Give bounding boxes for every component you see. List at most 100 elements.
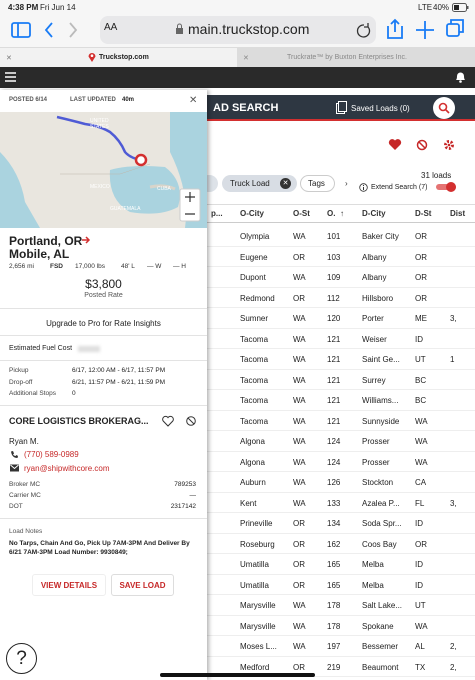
table-cell: 121 (327, 375, 341, 385)
bell-icon[interactable] (455, 71, 466, 83)
upgrade-link[interactable]: Upgrade to Pro for Rate Insights (46, 319, 161, 328)
search-button[interactable] (433, 97, 455, 119)
table-row[interactable] (207, 657, 475, 677)
table-row[interactable] (207, 390, 475, 411)
table-cell: 219 (327, 662, 341, 672)
table-cell: Melba (362, 580, 384, 590)
close-button[interactable]: ✕ (189, 95, 198, 106)
table-cell: 120 (327, 314, 341, 323)
phone-link[interactable]: (770) 589-0989 (24, 450, 79, 459)
tab-close[interactable]: ✕ (6, 55, 12, 62)
chips-next[interactable]: › (345, 179, 348, 188)
chip-remove[interactable]: ✕ (280, 178, 291, 189)
table-cell: 162 (327, 539, 341, 549)
filter-chip[interactable] (300, 175, 335, 192)
table-row[interactable] (207, 226, 475, 247)
menu-icon[interactable] (5, 72, 17, 82)
table-cell: OR (293, 539, 305, 549)
search-title: AD SEARCH (213, 102, 279, 114)
text-size-button[interactable]: AA (104, 22, 118, 33)
origin: Portland, OR (9, 234, 83, 248)
table-cell: 126 (327, 478, 341, 487)
table-cell: Marysville (240, 601, 276, 610)
table-cell: 121 (327, 355, 341, 364)
load-spec: — H (173, 263, 186, 270)
load-spec: FSD (50, 263, 63, 270)
table-row[interactable] (207, 247, 475, 267)
table-cell: CA (415, 478, 427, 487)
notes-label: Load Notes (9, 528, 43, 535)
save-load-button[interactable]: SAVE LOAD (111, 574, 174, 596)
table-row[interactable] (207, 616, 475, 636)
extend-search-toggle[interactable] (436, 181, 458, 193)
table-row[interactable] (207, 554, 475, 575)
table-row[interactable] (207, 411, 475, 431)
table-cell: OR (293, 560, 305, 569)
map-label: CUBA (157, 186, 171, 192)
table-row[interactable] (207, 534, 475, 554)
table-row[interactable] (207, 595, 475, 616)
help-button[interactable]: ? (6, 643, 37, 674)
table-cell: Weiser (362, 334, 387, 344)
table-row[interactable] (207, 472, 475, 493)
schedule-label: Pickup (9, 367, 29, 374)
column-header[interactable]: D-St (415, 209, 432, 218)
divider (0, 360, 207, 361)
column-header[interactable]: O-St (293, 209, 310, 218)
schedule-label: Additional Stops (9, 390, 56, 397)
id-value: — (189, 492, 197, 499)
table-row[interactable] (207, 370, 475, 390)
tab-close[interactable]: ✕ (243, 55, 249, 62)
table-row[interactable] (207, 308, 475, 329)
table-cell: 124 (327, 457, 341, 467)
table-cell: 178 (327, 601, 341, 610)
schedule-value: 6/21, 11:57 PM - 6/21, 11:59 PM (72, 378, 165, 386)
filter-chip[interactable] (222, 175, 297, 192)
table-row[interactable] (207, 349, 475, 370)
toolbar-icons[interactable] (388, 138, 458, 152)
table-cell: WA (415, 457, 428, 467)
column-header[interactable]: O-City (240, 209, 264, 218)
column-header[interactable]: Dist (450, 209, 466, 218)
table-cell: 103 (327, 252, 341, 262)
saved-loads-button[interactable]: Saved Loads (0) (351, 104, 410, 113)
tab-title[interactable]: Truckrate™ by Buxton Enterprises Inc. (287, 54, 407, 61)
table-cell: WA (415, 416, 428, 426)
table-cell: Sunnyside (362, 416, 400, 426)
table-row[interactable] (207, 452, 475, 472)
fuel-blurred (78, 346, 100, 352)
table-cell: 178 (327, 621, 341, 631)
url[interactable]: main.truckstop.com (188, 21, 310, 37)
column-header[interactable]: O. (327, 209, 336, 218)
info-icon[interactable] (359, 183, 368, 192)
table-cell: Sumner (240, 314, 269, 323)
table-cell: WA (293, 416, 306, 426)
tab-active[interactable] (0, 48, 237, 67)
view-details-button[interactable]: VIEW DETAILS (32, 574, 106, 596)
table-cell: Williams... (362, 396, 399, 405)
column-header[interactable]: p... (211, 209, 223, 218)
route-map[interactable] (0, 112, 207, 228)
sort-arrow: ↑ (340, 209, 344, 218)
table-cell: OR (293, 580, 305, 590)
table-cell: AL (415, 642, 425, 651)
table-row[interactable] (207, 431, 475, 452)
table-cell: Soda Spr... (362, 519, 402, 528)
table-row[interactable] (207, 288, 475, 308)
tab-title[interactable]: Truckstop.com (99, 54, 149, 61)
table-cell: Salt Lake... (362, 601, 403, 610)
table-row[interactable] (207, 636, 475, 657)
table-row[interactable] (207, 267, 475, 288)
table-cell: WA (293, 314, 306, 323)
email-link[interactable]: ryan@shipwithcore.com (24, 464, 110, 473)
table-cell: OR (415, 232, 427, 241)
table-row[interactable] (207, 329, 475, 349)
table-cell: OR (293, 293, 305, 303)
table-cell: 2, (450, 662, 457, 672)
company-actions[interactable] (162, 415, 198, 427)
table-row[interactable] (207, 513, 475, 534)
table-row[interactable] (207, 493, 475, 513)
table-cell: ID (415, 560, 423, 569)
column-header[interactable]: D-City (362, 209, 386, 218)
table-row[interactable] (207, 575, 475, 595)
